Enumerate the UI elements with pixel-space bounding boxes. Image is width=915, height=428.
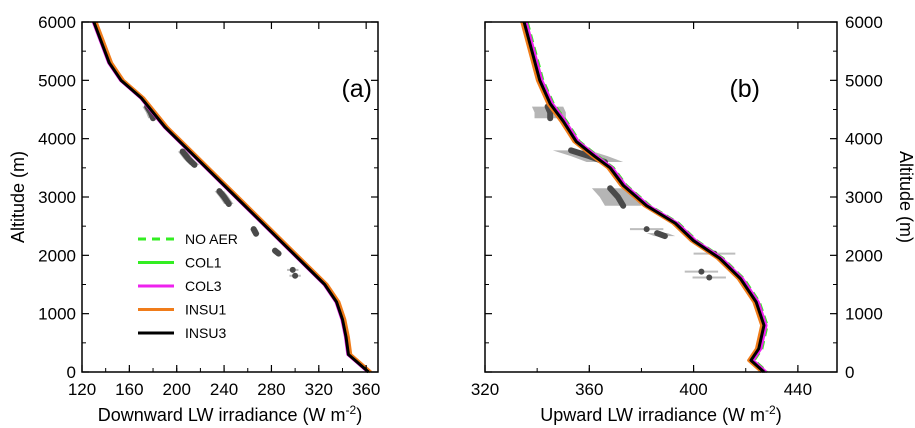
- plot-frame: [81, 21, 379, 373]
- series-line-no-aer: [94, 21, 372, 374]
- x-tick-label: 400: [679, 380, 707, 399]
- panel-a: 120 160 200 240 280 320 360 0 1000 2000 3000 4000 50…: [8, 13, 380, 425]
- obs-profile-1: [179, 148, 198, 168]
- y-tick-label: 6000: [845, 13, 883, 32]
- obs-profile-2: [607, 185, 627, 209]
- x-tick-label: 280: [257, 380, 285, 399]
- obs-point-7: [706, 274, 713, 281]
- y-tick-label: 0: [845, 363, 854, 382]
- y-tick-label: 3000: [38, 188, 76, 207]
- series-line-insu3: [522, 21, 766, 374]
- x-tick-label: 320: [305, 380, 333, 399]
- y-tick-label: 1000: [845, 305, 883, 324]
- y-tick-label: 5000: [845, 71, 883, 90]
- x-tick-label: 160: [115, 380, 143, 399]
- y-tick-label: 0: [67, 363, 76, 382]
- x-tick-label: 360: [575, 380, 603, 399]
- y-tick-label: 4000: [845, 130, 883, 149]
- legend-label-no-aer: NO AER: [185, 231, 238, 247]
- x-tick-label: 320: [471, 380, 499, 399]
- obs-point-5: [289, 266, 296, 273]
- x-tick-label: 440: [784, 380, 812, 399]
- obs-profile-3: [250, 226, 260, 237]
- obs-point-6: [698, 268, 705, 275]
- panel-label: (b): [729, 75, 760, 103]
- y-tick-label: 2000: [38, 246, 76, 265]
- y-tick-label: 1000: [38, 305, 76, 324]
- x-axis-label: Upward LW irradiance (W m-2): [540, 403, 781, 425]
- panel-b: 320 360 400 440 0 1000 2000 3000 4000 5000 6000 Upw…: [471, 13, 915, 425]
- y-axis-label: Altitude (m): [8, 151, 28, 243]
- series-line-col3: [91, 21, 369, 374]
- obs-point-3: [643, 226, 650, 233]
- y-tick-label: 3000: [845, 188, 883, 207]
- series-line-col1: [93, 21, 371, 374]
- legend-label-insu1: INSU1: [185, 302, 226, 318]
- obs-point-6: [292, 272, 299, 279]
- obs-profile-4: [271, 247, 282, 257]
- x-axis-label: Downward LW irradiance (W m-2): [98, 403, 362, 425]
- y-tick-label: 2000: [845, 246, 883, 265]
- obs-profile-4: [654, 230, 668, 240]
- series-line-insu1: [520, 21, 764, 374]
- panel-label: (a): [341, 75, 372, 103]
- series-line-insu1: [94, 21, 372, 374]
- y-tick-label: 5000: [38, 71, 76, 90]
- obs-profile-2: [216, 188, 232, 207]
- x-tick-label: 120: [68, 380, 96, 399]
- obs-profile-0: [544, 103, 554, 122]
- y-axis-label: Altitude (m): [896, 151, 915, 243]
- x-tick-label: 240: [210, 380, 238, 399]
- x-tick-label: 200: [163, 380, 191, 399]
- legend-label-col1: COL1: [185, 255, 222, 271]
- series-line-insu3: [92, 21, 370, 374]
- y-tick-label: 6000: [38, 13, 76, 32]
- legend-label-insu3: INSU3: [185, 325, 226, 341]
- y-tick-label: 4000: [38, 130, 76, 149]
- legend-label-col3: COL3: [185, 278, 222, 294]
- x-tick-label: 360: [352, 380, 380, 399]
